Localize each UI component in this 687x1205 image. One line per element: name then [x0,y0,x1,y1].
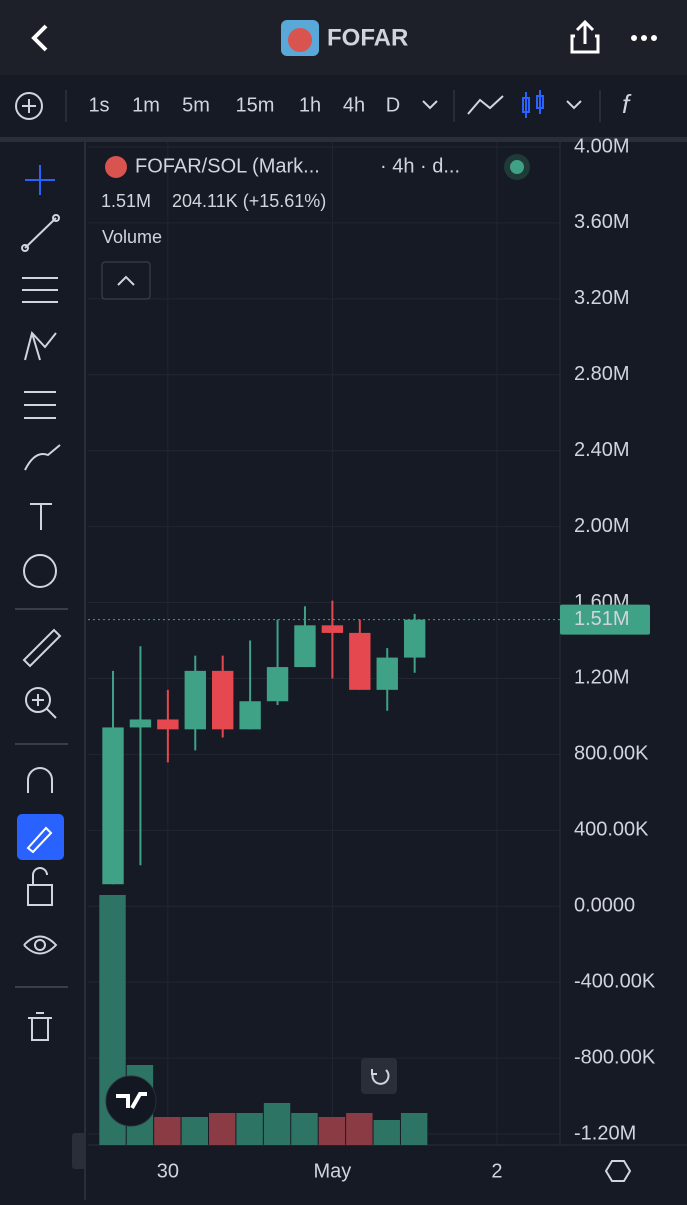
y-tick-label: 0.0000 [574,895,635,917]
y-tick-label: 3.60M [574,211,630,233]
pencil-icon [26,826,53,854]
y-tick-label: 2.40M [574,439,630,461]
legend-price: 1.51M [101,191,151,211]
volume-bar [346,1113,373,1145]
settings-button[interactable] [604,1160,632,1182]
lock-drawing-button[interactable] [17,814,64,860]
volume-bar [373,1120,400,1145]
tv-logo-mark [116,1092,147,1109]
y-tick-label: 1.20M [574,667,630,689]
candle-body [184,670,206,730]
y-tick-label: 2.00M [574,515,630,537]
volume-bar [154,1117,181,1145]
collapse-button[interactable] [101,261,151,300]
x-tick-label: 2 [491,1160,502,1182]
legend-study: Volume [102,227,162,247]
y-tick-label: -400.00K [574,970,656,992]
candle-body [157,719,179,730]
indicators-button[interactable]: f [622,89,632,119]
candle-body [239,701,261,730]
interval-button[interactable]: 5m [182,94,210,116]
candle-body [294,625,316,668]
interval-button[interactable]: 4h [343,94,365,116]
drawing-tools[interactable] [15,165,68,1041]
collapse-icon [117,275,135,286]
legend-detail: · 4h · d... [380,155,460,177]
add-icon [22,99,36,113]
volume-bar [400,1113,428,1145]
volume-bar [208,1113,236,1145]
volume-bar [236,1113,263,1145]
interval-dropdown[interactable] [422,100,438,110]
back-button[interactable] [31,24,48,52]
line-style-button[interactable] [467,95,504,115]
y-tick-label: 400.00K [574,819,649,841]
candle-body [102,727,124,885]
add-button[interactable] [15,92,43,120]
candle-body [321,625,344,633]
y-tick-label: 2.80M [574,363,630,385]
status-dot [510,160,524,174]
y-tick-label: -1.20M [574,1122,636,1144]
volume-bar [263,1103,291,1145]
y-tick-label: 4.00M [574,135,630,157]
candle-body [403,619,426,658]
last-price-box [560,604,650,635]
interval-button[interactable]: 1s [88,94,109,116]
candle-body [376,657,398,690]
volume-bar [318,1117,346,1145]
tv-logo[interactable] [105,1075,157,1127]
legend-icon [105,156,127,178]
last-price-label: 1.51M [574,608,630,630]
legend-symbol: FOFAR/SOL (Mark... [135,155,320,177]
more-button[interactable] [631,35,657,41]
reset-button[interactable] [361,1058,397,1094]
candle-style-button[interactable] [522,90,544,118]
share-button[interactable] [570,19,600,54]
y-tick-label: 3.20M [574,287,630,309]
volume-bar [291,1113,318,1145]
candle-body [266,667,289,702]
y-tick-label: -800.00K [574,1046,656,1068]
interval-button[interactable]: 15m [236,94,275,116]
reset-icon [371,1069,390,1085]
interval-button[interactable]: 1h [299,94,321,116]
candle-body [129,719,152,728]
x-tick-label: May [313,1160,351,1182]
style-dropdown[interactable] [566,100,582,110]
legend-change: 204.11K (+15.61%) [172,191,326,211]
candle-body [349,632,371,690]
interval-button[interactable]: D [386,94,400,116]
token-face [288,28,312,52]
header-title: FOFAR [327,24,408,51]
volume-bar [181,1117,208,1145]
interval-button[interactable]: 1m [132,94,160,116]
divider [0,137,687,142]
x-tick-label: 30 [157,1160,179,1182]
sidebar-toggle[interactable] [72,1133,86,1169]
y-tick-label: 800.00K [574,743,649,765]
candle-body [212,670,234,730]
